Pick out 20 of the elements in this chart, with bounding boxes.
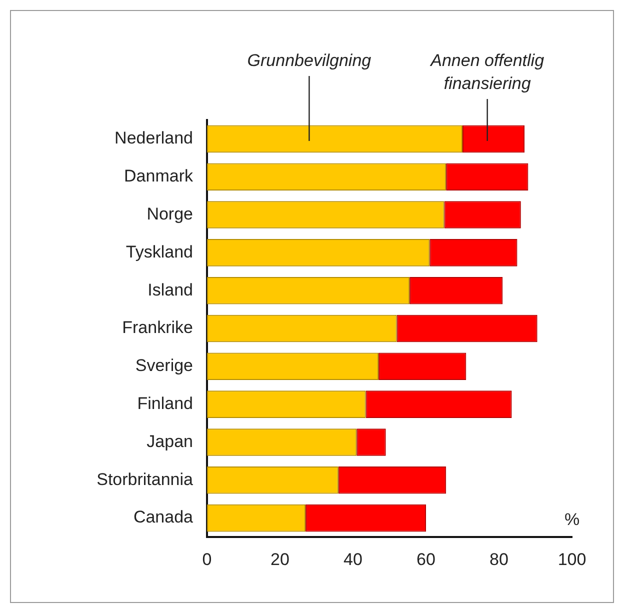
text: Grunnbevilgning: [247, 51, 372, 70]
y-tick-label: Storbritannia: [96, 470, 194, 489]
y-tick-label: Frankrike: [122, 318, 193, 338]
y-tick-label: Japan: [146, 432, 193, 451]
y-tick-label: Canada: [133, 508, 194, 527]
x-tick-label: 40: [344, 550, 362, 569]
x-tick-label: 0: [202, 550, 212, 569]
y-tick-label: Finland: [137, 394, 193, 414]
y-tick-label: Tyskland: [126, 242, 193, 262]
text: Annen offentlig finansiering: [430, 51, 545, 93]
x-tick-label: 100: [558, 550, 586, 569]
y-tick-label: Island: [148, 280, 193, 300]
x-tick-label: 60: [416, 550, 436, 569]
x-axis-title: %: [564, 510, 580, 529]
y-tick-label: Danmark: [124, 166, 194, 186]
x-tick-label: 20: [270, 550, 290, 569]
y-tick-label: Nederland: [114, 128, 193, 148]
y-tick-label: Sverige: [135, 356, 193, 376]
x-tick-label: 80: [490, 550, 508, 569]
y-tick-label: Norge: [146, 204, 193, 224]
